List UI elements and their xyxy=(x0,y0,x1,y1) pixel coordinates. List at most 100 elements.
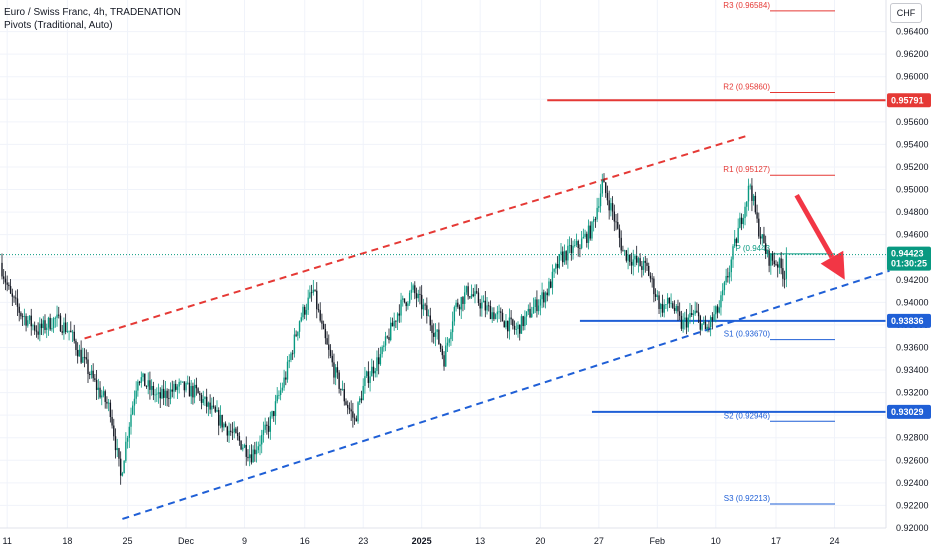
candle-body xyxy=(751,185,753,201)
candle-body xyxy=(544,292,547,303)
candle-body xyxy=(737,227,739,243)
candle-body xyxy=(8,284,10,287)
candle-body xyxy=(429,315,431,326)
candle-body xyxy=(230,430,232,432)
candle-body xyxy=(496,311,499,315)
candle-body xyxy=(642,260,645,270)
time-tick-label: 10 xyxy=(711,536,721,546)
candle-body xyxy=(618,228,621,238)
candle-body xyxy=(606,192,609,201)
candle-body xyxy=(415,293,418,299)
pivot-label-p: P (0.9443 xyxy=(735,244,770,253)
candle-body xyxy=(697,312,700,317)
candle-body xyxy=(28,315,31,321)
candle-body xyxy=(89,374,91,376)
candle-body xyxy=(687,317,689,328)
candle-body xyxy=(601,180,603,194)
candle-body xyxy=(562,251,564,263)
pivot-label-s2: S2 (0.92946) xyxy=(724,411,771,420)
candle-body xyxy=(371,366,373,377)
candle-body xyxy=(410,289,413,293)
candle-body xyxy=(630,261,633,266)
candle-body xyxy=(390,322,392,341)
candle-body xyxy=(551,271,554,288)
candle-body xyxy=(481,302,483,309)
candle-body xyxy=(778,258,781,268)
pivot-lines: R3 (0.96584) R2 (0.95860) R1 (0.95127) P (0… xyxy=(723,1,835,505)
candle-body xyxy=(326,338,328,345)
candle-body xyxy=(494,314,497,320)
candle-body xyxy=(605,182,607,193)
candle-body xyxy=(720,295,722,308)
candle-body xyxy=(240,440,242,450)
candle-body xyxy=(216,409,218,412)
price-tick-label: 0.96400 xyxy=(896,27,929,37)
time-axis[interactable]: 11 18 25 Dec 9 16 23 2025 13 20 27 Feb 10 17 24 xyxy=(0,527,886,546)
candle-body xyxy=(629,254,631,262)
candle-body xyxy=(654,294,657,297)
channel-trendlines[interactable] xyxy=(84,134,890,520)
candle-body xyxy=(723,282,726,291)
candle-body xyxy=(771,254,774,261)
candle-body xyxy=(290,353,292,361)
candle-body xyxy=(197,388,199,394)
candle-body xyxy=(331,355,333,363)
time-tick-label: 27 xyxy=(594,536,604,546)
pivot-label-r2: R2 (0.95860) xyxy=(723,83,770,92)
candle-body xyxy=(384,336,387,346)
candle-body xyxy=(39,323,41,335)
symbol-title[interactable]: Euro / Swiss Franc, 4h, TRADENATION xyxy=(4,7,181,18)
candle-body xyxy=(489,306,492,320)
candle-body xyxy=(175,383,177,390)
candle-body xyxy=(746,201,748,207)
candle-body xyxy=(451,321,454,333)
candle-body xyxy=(286,361,289,380)
forecast-arrow-shaft[interactable] xyxy=(794,193,835,259)
price-tick-label: 0.93400 xyxy=(896,365,929,375)
indicator-label[interactable]: Pivots (Traditional, Auto) xyxy=(4,20,113,31)
candle-body xyxy=(257,446,259,451)
candle-body xyxy=(398,313,401,316)
time-tick-label: 11 xyxy=(2,536,11,546)
candle-body xyxy=(443,355,445,367)
candle-body xyxy=(599,193,602,207)
candles xyxy=(1,173,788,485)
candle-body xyxy=(192,385,194,398)
candle-body xyxy=(780,258,782,269)
candle-body xyxy=(140,377,143,383)
candle-body xyxy=(766,250,769,255)
candle-body xyxy=(446,342,449,346)
candle-body xyxy=(685,317,688,328)
candle-body xyxy=(279,390,282,396)
level-price-tag xyxy=(887,313,931,328)
candle-body xyxy=(168,398,170,399)
candle-body xyxy=(546,292,548,296)
candle-body xyxy=(150,385,153,390)
candle-body xyxy=(73,331,75,341)
candle-body xyxy=(288,360,290,362)
candle-body xyxy=(627,254,629,261)
candle-body xyxy=(577,241,579,248)
candle-body xyxy=(99,387,101,398)
forecast-arrow[interactable] xyxy=(794,193,845,280)
candle-body xyxy=(589,225,591,239)
candle-body xyxy=(661,303,664,313)
candle-body xyxy=(58,314,60,316)
chart-legend: Euro / Swiss Franc, 4h, TRADENATION Pivo… xyxy=(4,6,181,32)
candle-body xyxy=(205,396,208,407)
candle-body xyxy=(730,259,732,273)
candle-body xyxy=(493,312,495,320)
candle-body xyxy=(338,372,340,389)
candle-body xyxy=(199,393,201,396)
candle-body xyxy=(660,303,662,309)
candle-body xyxy=(154,394,156,396)
forecast-arrow-head[interactable] xyxy=(820,250,845,280)
currency-button[interactable]: CHF xyxy=(890,3,922,23)
candle-body xyxy=(347,404,349,408)
candle-body xyxy=(283,377,285,388)
candle-body xyxy=(252,449,254,463)
candle-body xyxy=(393,320,395,327)
candle-body xyxy=(255,450,258,455)
candle-body xyxy=(754,195,757,213)
